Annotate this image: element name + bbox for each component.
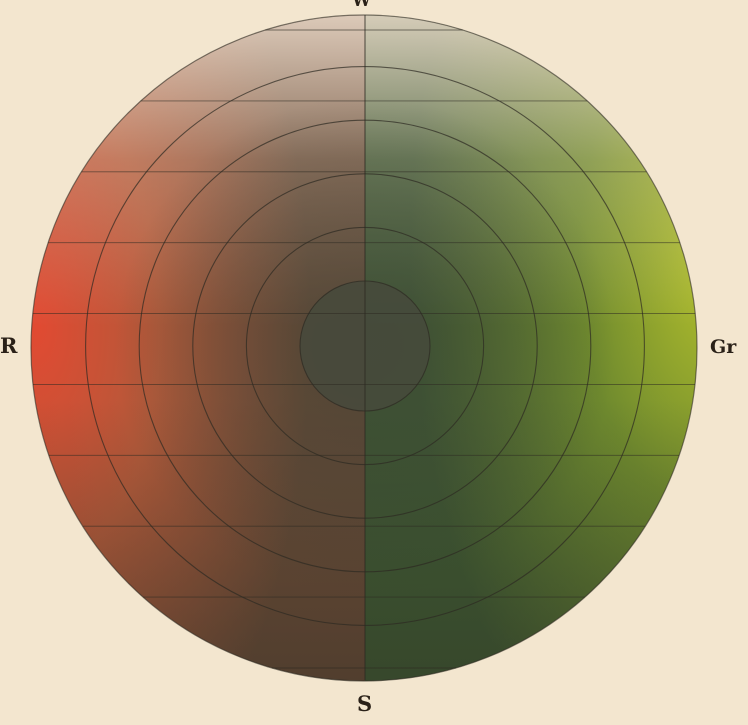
label-r: R [0, 333, 18, 358]
label-s: S [357, 691, 373, 716]
label-w: W [352, 0, 372, 11]
horizontal-lines [32, 29, 696, 669]
label-gr: Gr [710, 336, 737, 358]
outer-circle-outline [30, 14, 698, 682]
